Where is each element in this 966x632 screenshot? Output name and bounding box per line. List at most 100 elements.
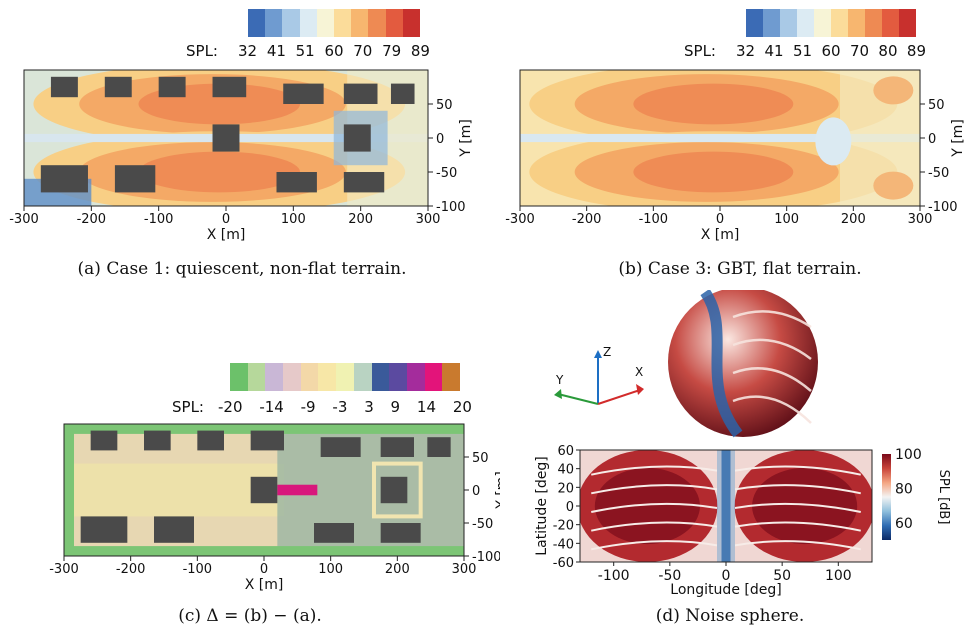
panel-b-colorbar-tick-2: 51 — [792, 42, 813, 60]
panel-d-figure: Z X Y -100 -50 0 50 100 60 40 20 0 -20 -40 -60 Longitud… — [534, 290, 951, 598]
panel-a-lobe-core-2 — [138, 151, 301, 193]
caption-c: (c) Δ = (b) − (a). — [178, 606, 322, 626]
panel-a-building-7 — [212, 124, 240, 152]
panel-b-colorbar-tick-6: 89 — [906, 42, 926, 60]
panel-a-colorbar-swatch-1 — [265, 9, 283, 37]
panel-b-colorbar-swatch-2 — [780, 9, 797, 37]
panel-c-xtick-label-3: 0 — [260, 562, 268, 577]
panel-d-colorbar-title: SPL [dB] — [936, 470, 951, 525]
panel-c-heatmap: -300 -200 -100 0 100 200 300 50 0 -50 -100 X [m] Y [… — [49, 423, 500, 593]
panel-d-ridge-right-1 — [734, 484, 861, 495]
panel-a-building-3 — [212, 76, 247, 98]
panel-a-ytick-label-1: 0 — [436, 132, 444, 147]
panel-d-colorbar-tick-1: 80 — [895, 481, 913, 497]
panel-c-building-6 — [427, 437, 451, 457]
panel-d-ytick-label-0: 60 — [557, 444, 574, 459]
panel-d-xlabel: Longitude [deg] — [670, 582, 781, 598]
panel-c-xtick-label-2: -100 — [183, 562, 213, 577]
panel-c-xtick-label-0: -300 — [49, 562, 79, 577]
triad-y-axis — [557, 393, 599, 405]
panel-c-hotspot — [277, 484, 318, 496]
panel-b-colorbar-swatch-4 — [814, 9, 831, 37]
panel-a-ytick-label-2: -50 — [436, 166, 457, 181]
panel-a-building-4 — [283, 83, 324, 104]
panel-a-xtick-label-1: -200 — [77, 212, 107, 227]
sphere-lobe-ridge-3 — [732, 395, 812, 424]
panel-d-ridge-left-3 — [591, 521, 718, 532]
panel-c-ytick-label-3: -100 — [472, 550, 500, 565]
panel-a-building-11 — [276, 172, 317, 193]
panel-a-building-6 — [390, 83, 415, 104]
panel-b-colorbar-swatch-6 — [848, 9, 865, 37]
panel-c-bottom-strip — [64, 546, 464, 556]
panel-a-building-2 — [158, 76, 186, 98]
panel-d-quiet-halo — [717, 450, 735, 562]
panel-d-ytick-label-1: 40 — [557, 463, 574, 478]
panel-d-ytick-label-4: -20 — [553, 519, 574, 534]
panel-c-colorbar-swatch-4 — [300, 363, 319, 391]
triad-x-arrowhead — [636, 384, 644, 395]
panel-b-colorbar-swatch-3 — [797, 9, 814, 37]
panel-c-xtick-label-1: -200 — [116, 562, 146, 577]
panel-a-building-0 — [50, 76, 78, 98]
panel-b-lobe-core-1 — [633, 83, 794, 125]
panel-b-xtick-label-6: 300 — [908, 212, 933, 227]
triad-x-label: X — [635, 365, 643, 379]
panel-c-colorbar-swatch-1 — [247, 363, 266, 391]
panel-d-ridge-left-4 — [591, 540, 718, 551]
panel-a-colorbar-tick-6: 89 — [410, 42, 430, 60]
panel-b-colorbar-swatch-9 — [899, 9, 916, 37]
caption-d: (d) Noise sphere. — [655, 606, 805, 626]
caption-a: (a) Case 1: quiescent, non-flat terrain. — [77, 259, 407, 279]
panel-b-xtick-label-3: 0 — [716, 212, 724, 227]
panel-c-ytick-label-1: 0 — [472, 484, 480, 499]
panel-b-colorbar-tick-3: 60 — [821, 42, 841, 60]
panel-a-colorbar-swatch-3 — [299, 9, 317, 37]
panel-c-ring — [372, 461, 423, 519]
panel-c-ytick-label-0: 50 — [472, 451, 489, 466]
panel-c-xtick-label-5: 200 — [385, 562, 410, 577]
panel-d-ridge-left-0 — [591, 465, 718, 476]
panel-c-building-12 — [380, 523, 421, 543]
panel-c-colorbar-swatch-9 — [389, 363, 407, 391]
panel-c-colorbar-tick-0: -20 — [218, 398, 243, 416]
panel-a-colorbar-swatch-6 — [351, 9, 369, 37]
panel-b-colorbar-ticks: 32 41 51 60 70 80 89 — [736, 42, 926, 62]
panel-a-ytick-label-3: -100 — [436, 200, 466, 215]
panel-d-xtick-label-2: 0 — [722, 568, 731, 584]
panel-b-colorbar-tick-5: 80 — [878, 42, 898, 60]
panel-a-colorbar-tick-4: 70 — [353, 42, 373, 60]
panel-d-ytick-label-5: -40 — [553, 537, 574, 552]
panel-b-xtick-label-2: -100 — [639, 212, 669, 227]
panel-a-xtick-label-4: 100 — [281, 212, 306, 227]
triad-y-arrowhead — [554, 389, 562, 399]
panel-a-colorbar-tick-1: 41 — [266, 42, 286, 60]
panel-c-colorbar-swatch-10 — [406, 363, 425, 391]
panel-c-ylabel: Y [m] — [494, 471, 500, 510]
panel-b-colorbar-swatch-5 — [831, 9, 848, 37]
panel-a-xtick-label-5: 200 — [348, 212, 373, 227]
panel-b-colorbar — [746, 9, 916, 37]
panel-a-colorbar-ticks: 32 41 51 60 70 79 89 — [238, 42, 430, 62]
panel-a-building-8 — [343, 124, 371, 152]
panel-a-building-12 — [343, 172, 385, 193]
panel-b-colorbar-tick-0: 32 — [736, 42, 756, 60]
panel-a-xtick-label-2: -100 — [144, 212, 174, 227]
panel-b-colorbar-tick-4: 70 — [849, 42, 870, 60]
panel-c-colorbar-swatch-7 — [353, 363, 372, 391]
panel-d-ytick-label-3: 0 — [566, 500, 574, 515]
panel-b-xtick-label-5: 200 — [841, 212, 866, 227]
panel-b-field — [520, 70, 920, 206]
panel-a-colorbar-swatch-7 — [368, 9, 386, 37]
panel-d-ytick-label-6: -60 — [553, 556, 574, 571]
panel-b-colorbar-tick-1: 41 — [764, 42, 784, 60]
triad-z-arrowhead — [594, 350, 602, 358]
panel-a-colorbar-label: SPL: — [186, 42, 218, 60]
noise-sphere — [668, 290, 818, 437]
panel-d-xtick-label-3: 50 — [773, 568, 791, 584]
panel-c-colorbar-swatch-5 — [318, 363, 337, 391]
panel-b-lobe-core-2 — [633, 151, 794, 193]
panel-b-ytick-label-1: 0 — [928, 132, 936, 147]
panel-d-xtick-label-0: -100 — [598, 568, 630, 584]
panel-c-colorbar-swatch-0 — [230, 363, 248, 391]
